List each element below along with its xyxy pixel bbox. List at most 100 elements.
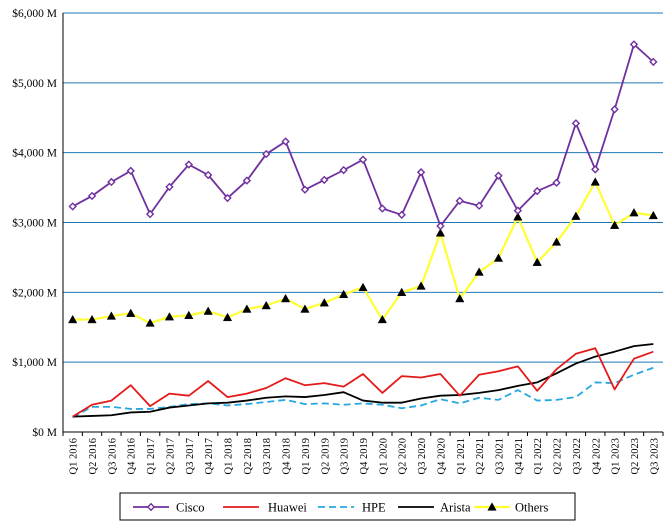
- data-point-others: [145, 318, 155, 327]
- x-tick-label: Q3 2021: [494, 438, 505, 474]
- x-tick-label: Q3 2016: [107, 438, 118, 474]
- series-huawei: [72, 347, 654, 418]
- x-tick-label: Q1 2016: [69, 438, 80, 474]
- data-point-others: [203, 306, 213, 315]
- x-tick-label: Q4 2018: [282, 438, 293, 474]
- data-point-others: [68, 314, 78, 324]
- data-point-cisco: [494, 171, 503, 180]
- gridlines: [63, 12, 663, 363]
- data-point-cisco: [378, 204, 387, 213]
- data-point-cisco: [203, 170, 213, 180]
- data-point-others: [455, 293, 465, 303]
- series-cisco: [68, 40, 658, 231]
- x-tick-label: Q4 2019: [359, 438, 370, 474]
- data-point-others: [377, 314, 387, 324]
- data-point-others: [358, 282, 368, 292]
- data-point-others: [242, 304, 252, 313]
- series-line-huawei: [72, 347, 654, 418]
- data-point-cisco: [571, 119, 581, 128]
- data-point-cisco: [145, 209, 155, 219]
- x-tick-label: Q1 2019: [301, 438, 312, 474]
- x-tick-label: Q1 2021: [456, 438, 467, 474]
- data-point-others: [532, 257, 542, 266]
- data-point-others: [513, 212, 523, 221]
- data-point-cisco: [68, 202, 77, 211]
- data-point-cisco: [436, 221, 445, 231]
- legend-marker-others: [487, 502, 497, 511]
- legend-item-huawei: Huawei: [223, 501, 307, 515]
- data-point-others: [222, 312, 233, 322]
- data-point-others: [648, 210, 658, 220]
- data-point-others: [609, 220, 620, 229]
- x-tick-label: Q2 2023: [630, 438, 641, 474]
- data-point-others: [435, 228, 446, 237]
- axes: [62, 13, 664, 436]
- legend-item-hpe: HPE: [318, 501, 386, 515]
- data-point-cisco: [513, 206, 523, 215]
- data-point-others: [106, 311, 117, 320]
- data-point-others: [474, 267, 484, 276]
- data-point-cisco: [629, 40, 639, 49]
- data-point-others: [571, 211, 581, 220]
- data-point-cisco: [281, 137, 290, 146]
- x-tick-label: Q3 2023: [649, 438, 660, 474]
- data-point-cisco: [242, 176, 252, 185]
- data-point-cisco: [184, 160, 193, 169]
- y-tick-label: $3,000 M: [12, 217, 57, 230]
- x-tick-label: Q4 2017: [204, 438, 215, 474]
- legend-item-arista: Arista: [398, 501, 471, 515]
- x-tick-label: Q4 2021: [514, 438, 525, 474]
- data-point-others: [551, 237, 562, 246]
- data-point-cisco: [591, 165, 600, 174]
- x-tick-label: Q1 2020: [378, 438, 389, 474]
- data-point-cisco: [339, 165, 348, 175]
- y-tick-label: $5,000 M: [12, 77, 57, 90]
- x-tick-label: Q1 2023: [611, 438, 622, 474]
- x-tick-label: Q2 2020: [398, 438, 409, 474]
- legend-marker-cisco: [146, 502, 156, 512]
- x-tick-label: Q2 2022: [553, 438, 564, 474]
- data-point-cisco: [610, 105, 619, 114]
- y-tick-label: $1,000 M: [12, 356, 57, 369]
- x-tick-label: Q2 2017: [165, 438, 176, 474]
- data-point-others: [184, 310, 194, 319]
- legend-label-arista: Arista: [440, 501, 471, 515]
- data-point-others: [280, 293, 291, 303]
- data-point-others: [339, 289, 349, 299]
- series-arista: [72, 343, 654, 418]
- y-axis-tick-labels: $0 M $1,000 M $2,000 M $3,000 M $4,000 M $5,0…: [12, 7, 57, 439]
- data-point-cisco: [358, 155, 368, 164]
- data-point-cisco: [87, 191, 97, 201]
- x-tick-label: Q4 2022: [591, 438, 602, 474]
- data-point-others: [416, 281, 426, 290]
- y-tick-label: $6,000 M: [12, 7, 57, 20]
- x-tick-label: Q2 2018: [243, 438, 254, 474]
- legend-label-hpe: HPE: [362, 501, 386, 515]
- data-point-cisco: [320, 175, 329, 185]
- data-point-others: [300, 304, 310, 313]
- data-point-others: [164, 312, 175, 321]
- x-tick-label: Q2 2019: [320, 438, 331, 474]
- data-point-others: [126, 308, 136, 317]
- legend-label-others: Others: [515, 501, 548, 515]
- x-tick-label: Q3 2019: [340, 438, 351, 474]
- data-point-cisco: [474, 201, 484, 210]
- y-tick-label: $2,000 M: [12, 286, 57, 299]
- series-line-arista: [72, 343, 654, 418]
- x-axis-tick-labels: Q1 2016 Q2 2016 Q3 2016 Q4 2016 Q1 2017 Q2 20…: [69, 438, 661, 474]
- data-point-cisco: [223, 193, 232, 203]
- data-point-others: [629, 208, 639, 217]
- y-tick-label: $0 M: [32, 426, 57, 439]
- legend-item-cisco: Cisco: [133, 501, 204, 515]
- data-point-cisco: [397, 210, 406, 220]
- data-point-cisco: [455, 196, 464, 206]
- data-point-cisco: [262, 149, 271, 159]
- x-tick-label: Q4 2016: [127, 438, 138, 474]
- data-point-others: [590, 177, 600, 186]
- data-point-others: [397, 287, 407, 296]
- data-point-others: [261, 300, 271, 310]
- x-tick-label: Q1 2017: [146, 438, 157, 474]
- data-point-cisco: [126, 166, 135, 176]
- y-tick-label: $4,000 M: [12, 147, 57, 160]
